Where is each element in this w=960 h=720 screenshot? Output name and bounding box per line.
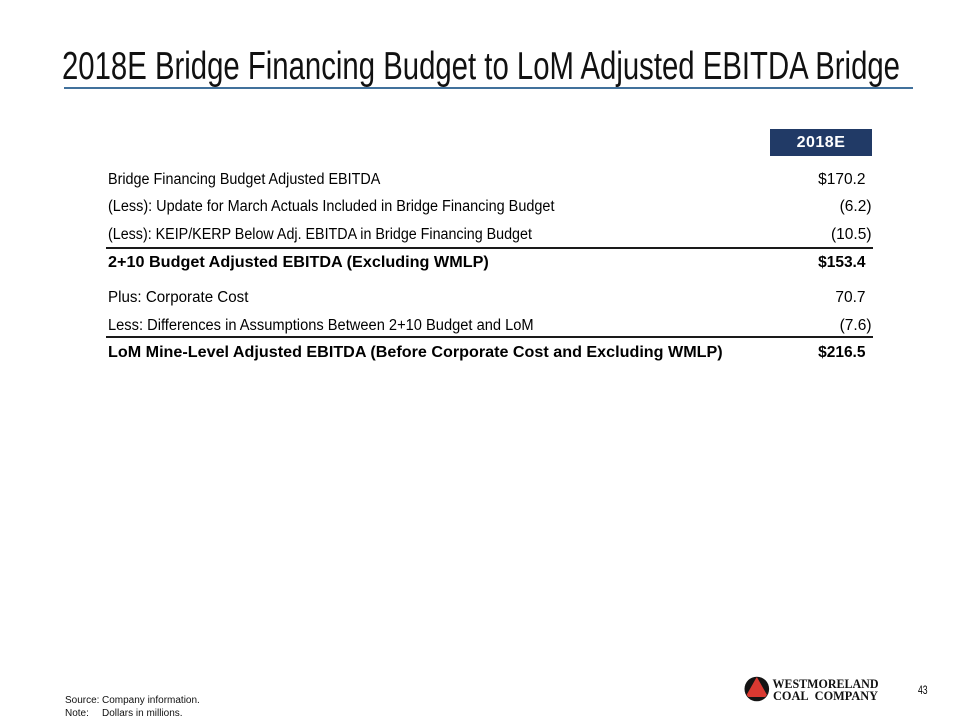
svg-text:COAL COMPANY: COAL COMPANY — [773, 689, 878, 703]
svg-text:WESTMORELAND: WESTMORELAND — [773, 677, 879, 691]
